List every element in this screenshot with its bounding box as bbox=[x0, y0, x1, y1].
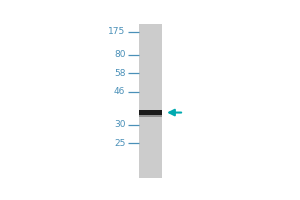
Bar bbox=[139, 110, 162, 115]
Text: 58: 58 bbox=[114, 69, 125, 78]
Text: 80: 80 bbox=[114, 50, 125, 59]
Text: 25: 25 bbox=[114, 139, 125, 148]
Text: 30: 30 bbox=[114, 120, 125, 129]
Bar bbox=[139, 115, 162, 117]
Bar bbox=[139, 24, 162, 178]
Text: 175: 175 bbox=[108, 27, 125, 36]
Text: 46: 46 bbox=[114, 87, 125, 96]
